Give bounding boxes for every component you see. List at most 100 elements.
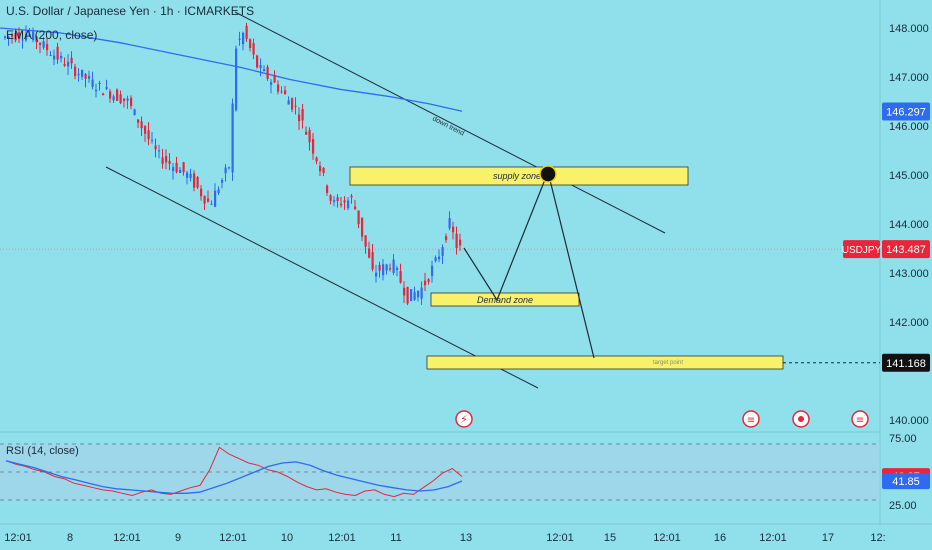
candle-body — [350, 195, 353, 198]
time-tick-label: 12:01 — [113, 532, 141, 544]
candle-body — [4, 36, 7, 38]
candle-body — [84, 73, 87, 79]
candle-body — [196, 176, 199, 188]
time-tick-label: 13 — [460, 532, 472, 544]
candle-body — [95, 89, 98, 92]
projection-path — [463, 170, 595, 359]
candle-body — [88, 75, 91, 79]
symbol-badge: USDJPY — [842, 245, 882, 256]
candle-body — [214, 190, 217, 207]
candle-body — [361, 217, 364, 237]
candle-body — [70, 57, 73, 64]
price-tick-label: 140.000 — [889, 415, 929, 427]
candle-body — [32, 31, 35, 41]
time-tick-label: 15 — [604, 532, 616, 544]
candle-body — [67, 61, 70, 67]
candle-body — [315, 157, 318, 162]
candle-body — [445, 236, 448, 241]
candle-body — [284, 90, 287, 95]
demand-zone-label: Demand zone — [477, 295, 533, 305]
us-flag-icon — [742, 410, 760, 428]
rsi-ma-value-badge-bg — [882, 473, 930, 490]
candle-body — [39, 42, 42, 45]
candle-body — [294, 105, 297, 107]
candle-body — [441, 247, 444, 256]
candle-body — [130, 97, 133, 107]
candle-body — [399, 271, 402, 283]
candle-body — [371, 252, 374, 270]
candle-body — [410, 289, 413, 302]
candle-body — [56, 46, 59, 60]
symbol-badge-bg — [843, 240, 880, 259]
candle-body — [140, 121, 143, 129]
candle-body — [333, 200, 336, 202]
candle-body — [91, 79, 94, 87]
candle-body — [147, 130, 150, 140]
candle-body — [375, 272, 378, 277]
candle-body — [291, 98, 294, 110]
time-tick-label: 12:01 — [219, 532, 247, 544]
candle-body — [25, 33, 28, 41]
candle-body — [28, 33, 31, 35]
candle-body — [249, 39, 252, 49]
candle-body — [105, 87, 108, 89]
last-price-badge-bg — [882, 240, 930, 259]
candle-body — [431, 265, 434, 276]
event-dot-icon — [798, 416, 804, 422]
rsi-line — [5, 446, 463, 498]
candle-body — [231, 103, 234, 173]
candle-body — [102, 93, 105, 96]
candle-body — [298, 114, 301, 122]
lightning-icon: ⚡ — [460, 413, 468, 426]
supply-touch-marker — [539, 165, 557, 183]
candle-body — [305, 131, 308, 135]
candle-body — [42, 41, 45, 48]
candle-body — [336, 197, 339, 202]
time-tick-label: 12:01 — [546, 532, 574, 544]
candle-body — [123, 98, 126, 101]
downtrend-upper-line — [234, 11, 666, 234]
time-tick-label: 12: — [870, 532, 885, 544]
candle-body — [228, 167, 231, 169]
down-trend-label: down trend — [431, 116, 465, 138]
ema-value-badge-bg — [882, 102, 930, 121]
candle-body — [420, 287, 423, 299]
candle-body — [144, 126, 147, 134]
candle-body — [11, 34, 14, 37]
time-tick-label: 9 — [175, 532, 181, 544]
candle-body — [74, 66, 77, 77]
candle-body — [77, 74, 80, 76]
target-zone-box — [426, 355, 784, 370]
candle-body — [151, 139, 154, 141]
candle-body — [245, 25, 248, 39]
candle-body — [193, 173, 196, 188]
candle-body — [7, 36, 10, 39]
price-tick-label: 148.000 — [889, 23, 929, 35]
candle-body — [207, 198, 210, 202]
candle-body — [354, 206, 357, 210]
us-flag-icon: ≡ — [856, 415, 864, 426]
candle-body — [14, 33, 17, 41]
candle-body — [343, 200, 346, 203]
candle-body — [35, 36, 38, 43]
candle-body — [312, 139, 315, 154]
candle-body — [158, 150, 161, 152]
candle-body — [301, 109, 304, 121]
ema-line — [0, 27, 463, 112]
candle-body — [182, 162, 185, 173]
price-tick-label: 142.000 — [889, 317, 929, 329]
candle-body — [280, 91, 283, 93]
candle-body — [413, 292, 416, 300]
candle-body — [98, 82, 101, 84]
rsi-ma-line — [5, 460, 463, 494]
candle-body — [179, 169, 182, 173]
candle-body — [18, 32, 21, 39]
candle-body — [378, 264, 381, 271]
candle-body — [424, 280, 427, 286]
candle-body — [273, 75, 276, 83]
time-tick-label: 10 — [281, 532, 293, 544]
candle-body — [116, 89, 119, 101]
supply-zone-box — [349, 166, 689, 186]
candle-body — [60, 55, 63, 59]
